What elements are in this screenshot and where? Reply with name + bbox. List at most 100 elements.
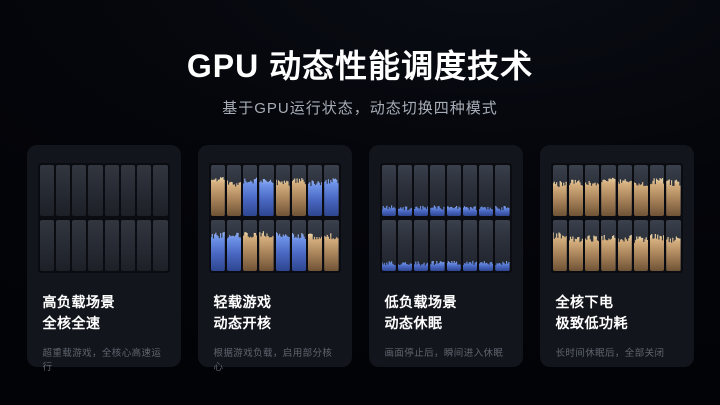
core-load-bar-blue <box>397 206 412 216</box>
core-load-bar-blue <box>414 205 429 216</box>
gpu-core-cell <box>585 165 600 216</box>
gpu-core-cell <box>430 165 445 216</box>
gpu-core-cell <box>291 220 306 271</box>
gpu-core-cell <box>633 165 648 216</box>
core-load-bar-gold <box>617 179 632 216</box>
card-title: 全核下电 极致低功耗 <box>556 292 678 334</box>
slide-header: GPU 动态性能调度技术 基于GPU运行状态，动态切换四种模式 <box>0 0 720 118</box>
gpu-core-cell <box>153 165 168 216</box>
gpu-core-cell <box>381 220 396 271</box>
core-load-bar-blue <box>381 205 396 216</box>
core-load-bar-gold <box>259 231 274 271</box>
core-load-bar-blue <box>446 206 461 216</box>
mode-card-dynamic-cores: 轻载游戏 动态开核 根据游戏负载，启用部分核心 <box>197 145 352 373</box>
core-load-bar-gold <box>552 180 567 216</box>
core-load-bar-gold <box>324 233 339 271</box>
gpu-core-cell <box>55 220 70 271</box>
gpu-core-cell <box>120 220 135 271</box>
gpu-core-cell <box>137 165 152 216</box>
gpu-core-cell <box>72 165 87 216</box>
gpu-core-cell <box>495 165 510 216</box>
gpu-core-cell <box>462 220 477 271</box>
core-grid <box>210 165 339 271</box>
core-load-bar-blue <box>430 260 445 271</box>
gpu-core-cell <box>210 220 225 271</box>
gpu-core-cell <box>308 165 323 216</box>
core-load-bar-gold <box>568 236 583 271</box>
gpu-core-cell <box>479 165 494 216</box>
core-load-bar-gold <box>585 235 600 271</box>
gpu-core-cell <box>137 220 152 271</box>
core-grid <box>39 165 168 271</box>
core-load-bar-blue <box>308 180 323 216</box>
gpu-core-cell <box>243 165 258 216</box>
gpu-core-cell <box>226 165 241 216</box>
core-load-bar-blue <box>381 261 396 271</box>
core-load-bar-blue <box>291 232 306 271</box>
gpu-core-cell <box>552 165 567 216</box>
core-load-bar-blue <box>324 178 339 216</box>
slide-title: GPU 动态性能调度技术 <box>186 48 534 84</box>
core-load-bar-blue <box>479 206 494 216</box>
core-load-bar-blue <box>243 177 258 216</box>
core-load-bar-blue <box>210 231 225 271</box>
gpu-core-cell <box>650 220 665 271</box>
gpu-core-cell <box>650 165 665 216</box>
card-title-line1: 轻载游戏 <box>213 294 272 310</box>
card-caption: 长时间休眠后，全部关闭 <box>555 348 665 359</box>
gpu-core-cell <box>397 165 412 216</box>
gpu-core-cell <box>291 165 306 216</box>
gpu-core-cell <box>633 220 648 271</box>
gpu-core-cell <box>72 220 87 271</box>
core-load-bar-gold <box>210 176 225 216</box>
gpu-core-cell <box>617 165 632 216</box>
slide-subtitle: 基于GPU运行状态，动态切换四种模式 <box>222 100 498 117</box>
gpu-core-cell <box>226 220 241 271</box>
core-load-bar-gold <box>601 235 616 271</box>
core-load-bar-blue <box>462 206 477 216</box>
mode-card-full-speed: 高负载场景 全核全速 超重载游戏，全核心高速运行 <box>26 145 181 373</box>
card-title-line2: 极致低功耗 <box>555 315 628 331</box>
gpu-core-cell <box>243 220 258 271</box>
core-grid-frame <box>37 163 170 273</box>
gpu-core-cell <box>446 220 461 271</box>
gpu-core-cell <box>324 220 339 271</box>
core-load-bar-gold <box>601 177 616 216</box>
gpu-core-cell <box>601 165 616 216</box>
core-grid <box>381 165 510 271</box>
gpu-core-cell <box>430 220 445 271</box>
gpu-core-cell <box>210 165 225 216</box>
core-load-bar-gold <box>291 178 306 216</box>
gpu-core-cell <box>324 165 339 216</box>
gpu-core-cell <box>414 165 429 216</box>
gpu-core-cell <box>462 165 477 216</box>
gpu-core-cell <box>275 165 290 216</box>
core-load-bar-gold <box>633 182 648 216</box>
core-load-bar-gold <box>650 177 665 216</box>
core-load-bar-gold <box>308 233 323 271</box>
core-load-bar-blue <box>275 231 290 271</box>
core-load-bar-gold <box>617 235 632 271</box>
core-grid-frame <box>550 163 683 273</box>
gpu-core-cell <box>666 220 681 271</box>
gpu-core-cell <box>153 220 168 271</box>
gpu-core-cell <box>446 165 461 216</box>
gpu-core-cell <box>601 220 616 271</box>
core-load-bar-blue <box>397 262 412 271</box>
gpu-core-cell <box>275 220 290 271</box>
core-load-bar-gold <box>275 179 290 216</box>
card-text: 轻载游戏 动态开核 根据游戏负载，启用部分核心 <box>209 292 341 373</box>
core-grid <box>552 165 681 271</box>
core-grid-frame <box>379 163 512 273</box>
core-load-bar-blue <box>462 260 477 271</box>
core-load-bar-gold <box>650 233 665 271</box>
gpu-core-cell <box>55 165 70 216</box>
gpu-core-cell <box>552 220 567 271</box>
card-title-line1: 高负载场景 <box>42 294 115 310</box>
gpu-core-cell <box>568 165 583 216</box>
card-title-line2: 全核全速 <box>42 315 101 331</box>
gpu-core-cell <box>381 165 396 216</box>
card-title: 低负载场景 动态休眠 <box>385 292 507 334</box>
gpu-core-cell <box>120 165 135 216</box>
core-load-bar-gold <box>666 179 681 216</box>
